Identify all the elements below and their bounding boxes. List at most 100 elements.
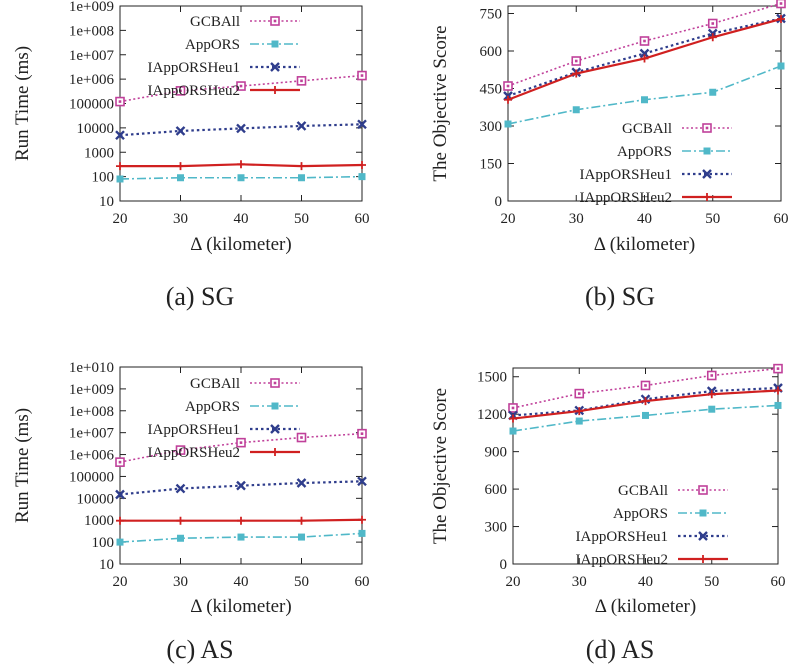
data-point [297, 516, 306, 525]
legend-marker [270, 424, 280, 434]
chart-d: 0 300 600 900 1200 1500 20 30 40 50 60 Δ (kilometer… [430, 363, 786, 664]
data-point [709, 88, 717, 96]
y-tick-label: 100 [92, 170, 115, 186]
y-tick-label: 1e+008 [69, 23, 114, 39]
x-tick-label: 30 [173, 211, 188, 227]
legend: GCBAll AppORS IAppORSHeu1 IAppORSHeu2 [148, 376, 300, 461]
series-line [512, 404, 779, 432]
y-tick-label: 750 [480, 7, 503, 23]
x-tick-label: 50 [704, 574, 719, 590]
legend-label: IAppORSHeu2 [148, 83, 241, 99]
data-point [116, 175, 124, 183]
data-point [777, 15, 785, 23]
data-point [572, 69, 581, 78]
y-tick-label: 600 [485, 482, 508, 498]
data-point [774, 401, 782, 409]
x-tick-label: 30 [569, 211, 584, 227]
data-point [116, 162, 124, 171]
x-axis-label: Δ (kilometer) [594, 234, 695, 255]
legend-label: AppORS [613, 506, 668, 522]
y-tick-label: 1e+008 [69, 404, 114, 420]
x-axis-label: Δ (kilometer) [595, 596, 696, 617]
data-point-center [506, 84, 510, 88]
data-point-center [644, 384, 647, 387]
x-tick-label: 20 [113, 211, 128, 227]
y-tick-label: 300 [485, 520, 508, 536]
data-point [707, 390, 716, 399]
series-GCBAll [115, 428, 367, 467]
legend-label: IAppORSHeu2 [576, 552, 669, 568]
y-tick-label: 10000 [77, 121, 115, 137]
data-point-center [710, 374, 714, 377]
data-point-center [300, 79, 303, 83]
legend-marker-center [273, 19, 277, 23]
data-point [642, 411, 649, 419]
x-tick-label: 50 [294, 211, 309, 227]
legend-label: IAppORSHeu1 [148, 60, 241, 76]
legend-label: IAppORSHeu1 [580, 167, 673, 183]
legend-marker [270, 62, 280, 72]
data-point [237, 533, 245, 541]
x-axis-label: Δ (kilometer) [190, 234, 291, 255]
y-tick-label: 1000 [84, 513, 114, 529]
legend-marker [703, 147, 711, 155]
y-tick-label: 1e+006 [69, 448, 115, 464]
series-IAppORSHeu2 [509, 386, 782, 423]
y-tick-label: 1e+007 [69, 426, 115, 442]
series-GCBAll [503, 0, 786, 91]
y-tick-label: 1e+007 [69, 48, 115, 64]
data-point [177, 534, 184, 542]
data-point [358, 160, 366, 169]
series-IAppORSHeu2 [116, 515, 366, 525]
data-point-center [574, 59, 578, 63]
data-point [504, 95, 512, 104]
y-tick-label: 1e+006 [69, 72, 115, 88]
x-tick-label: 30 [572, 574, 587, 590]
y-axis-label: Run Time (ms) [12, 408, 33, 523]
legend-marker [702, 169, 712, 179]
chart-a: 10 100 1000 10000 100000 1e+006 1e+007 1e+008 1e… [12, 0, 370, 311]
y-tick-label: 100000 [69, 469, 114, 485]
legend-marker [703, 193, 711, 201]
legend-label: AppORS [617, 144, 672, 160]
data-point [575, 417, 583, 425]
data-point-center [179, 89, 182, 93]
legend-label: IAppORSHeu1 [576, 529, 669, 545]
chart-c: 10 100 1000 10000 100000 1e+006 1e+007 1e+008 1e… [12, 360, 370, 664]
series-GCBAll [115, 70, 367, 107]
y-tick-label: 100 [92, 535, 115, 551]
legend-marker [271, 86, 279, 94]
legend: GCBAll AppORS IAppORSHeu1 IAppORSHeu2 [576, 483, 728, 568]
data-point [176, 516, 185, 525]
data-point [115, 489, 125, 500]
y-tick-label: 100000 [69, 97, 114, 113]
data-point-center [779, 2, 783, 5]
series-AppORS [116, 173, 366, 183]
data-point [175, 483, 186, 494]
data-point-center [179, 448, 182, 452]
y-axis-label: The Objective Score [430, 25, 451, 181]
legend-marker [699, 509, 707, 517]
y-tick-label: 150 [480, 157, 503, 173]
data-point-center [239, 84, 243, 88]
x-tick-label: 20 [501, 211, 516, 227]
series-AppORS [504, 62, 785, 128]
x-axis-label: Δ (kilometer) [190, 596, 291, 617]
y-tick-label: 10 [99, 194, 114, 210]
data-point [236, 480, 246, 491]
data-point [575, 407, 584, 416]
data-point [115, 130, 125, 141]
data-point [708, 405, 716, 413]
x-tick-label: 40 [234, 574, 249, 590]
x-tick-label: 60 [355, 574, 370, 590]
y-tick-label: 10 [99, 557, 114, 573]
legend-marker [699, 555, 707, 563]
data-point [640, 54, 649, 63]
data-point [639, 48, 650, 59]
data-point [236, 123, 246, 134]
legend-label: GCBAll [622, 121, 672, 137]
series-AppORS [116, 529, 366, 546]
legend-label: IAppORSHeu2 [580, 190, 673, 206]
data-point [298, 533, 305, 541]
